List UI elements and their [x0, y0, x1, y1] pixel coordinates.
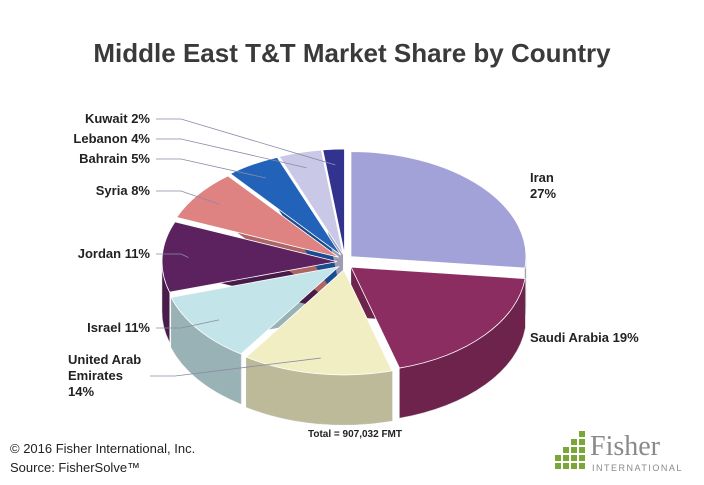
- label-value: 4%: [131, 131, 150, 146]
- label-name: Kuwait: [84, 111, 128, 126]
- label-name: Iran: [530, 170, 554, 185]
- slice: [350, 266, 526, 369]
- slice: [161, 221, 338, 293]
- logo-mark: [555, 431, 585, 469]
- slice: [322, 148, 345, 255]
- label-name: Israel: [87, 320, 122, 335]
- label-value: 14%: [68, 384, 95, 399]
- label-value: 11%: [124, 246, 150, 261]
- slice: [175, 175, 339, 258]
- leader-line: [156, 253, 189, 258]
- slice-label: Lebanon 4%: [73, 131, 150, 147]
- slice-label: Bahrain 5%: [79, 151, 150, 167]
- label-value: 19%: [612, 330, 639, 345]
- source: Source: FisherSolve™: [10, 460, 140, 475]
- slice-label: Iran 27%: [530, 170, 556, 202]
- label-name: United Arab Emirates: [68, 352, 142, 383]
- logo-subtitle: INTERNATIONAL: [592, 463, 683, 473]
- leader-line: [156, 190, 220, 205]
- chart-title: Middle East T&T Market Share by Country: [93, 38, 611, 68]
- slice: [170, 266, 340, 355]
- annotation: Total = 907,032 FMT: [308, 429, 402, 440]
- slice-label: Kuwait 2%: [85, 111, 150, 127]
- label-value: 8%: [131, 183, 150, 198]
- label-value: 2%: [131, 111, 150, 126]
- slice-label: Israel 11%: [87, 320, 150, 336]
- label-name: Bahrain: [79, 151, 128, 166]
- label-name: Lebanon: [73, 131, 128, 146]
- label-name: Jordan: [77, 246, 122, 261]
- copyright: © 2016 Fisher International, Inc.: [10, 441, 195, 456]
- logo-name: Fisher: [590, 431, 661, 462]
- label-name: Syria: [95, 183, 128, 198]
- slice-label: Saudi Arabia 19%: [530, 330, 639, 346]
- leader-line: [156, 138, 307, 169]
- label-value: 5%: [131, 151, 150, 166]
- slice-label: United Arab Emirates 14%: [68, 352, 152, 400]
- leader-line: [156, 319, 220, 329]
- slice: [229, 156, 342, 256]
- slice: [350, 151, 527, 269]
- leader-line: [156, 158, 267, 179]
- slice-label: Syria 8%: [96, 183, 150, 199]
- slice: [245, 269, 393, 376]
- leader-line: [150, 357, 321, 377]
- leader-line: [156, 118, 336, 166]
- slice: [278, 149, 344, 255]
- label-value: 27%: [530, 186, 557, 201]
- slice-label: Jordan 11%: [78, 246, 150, 262]
- label-name: Saudi Arabia: [530, 330, 609, 345]
- label-value: 11%: [124, 320, 150, 335]
